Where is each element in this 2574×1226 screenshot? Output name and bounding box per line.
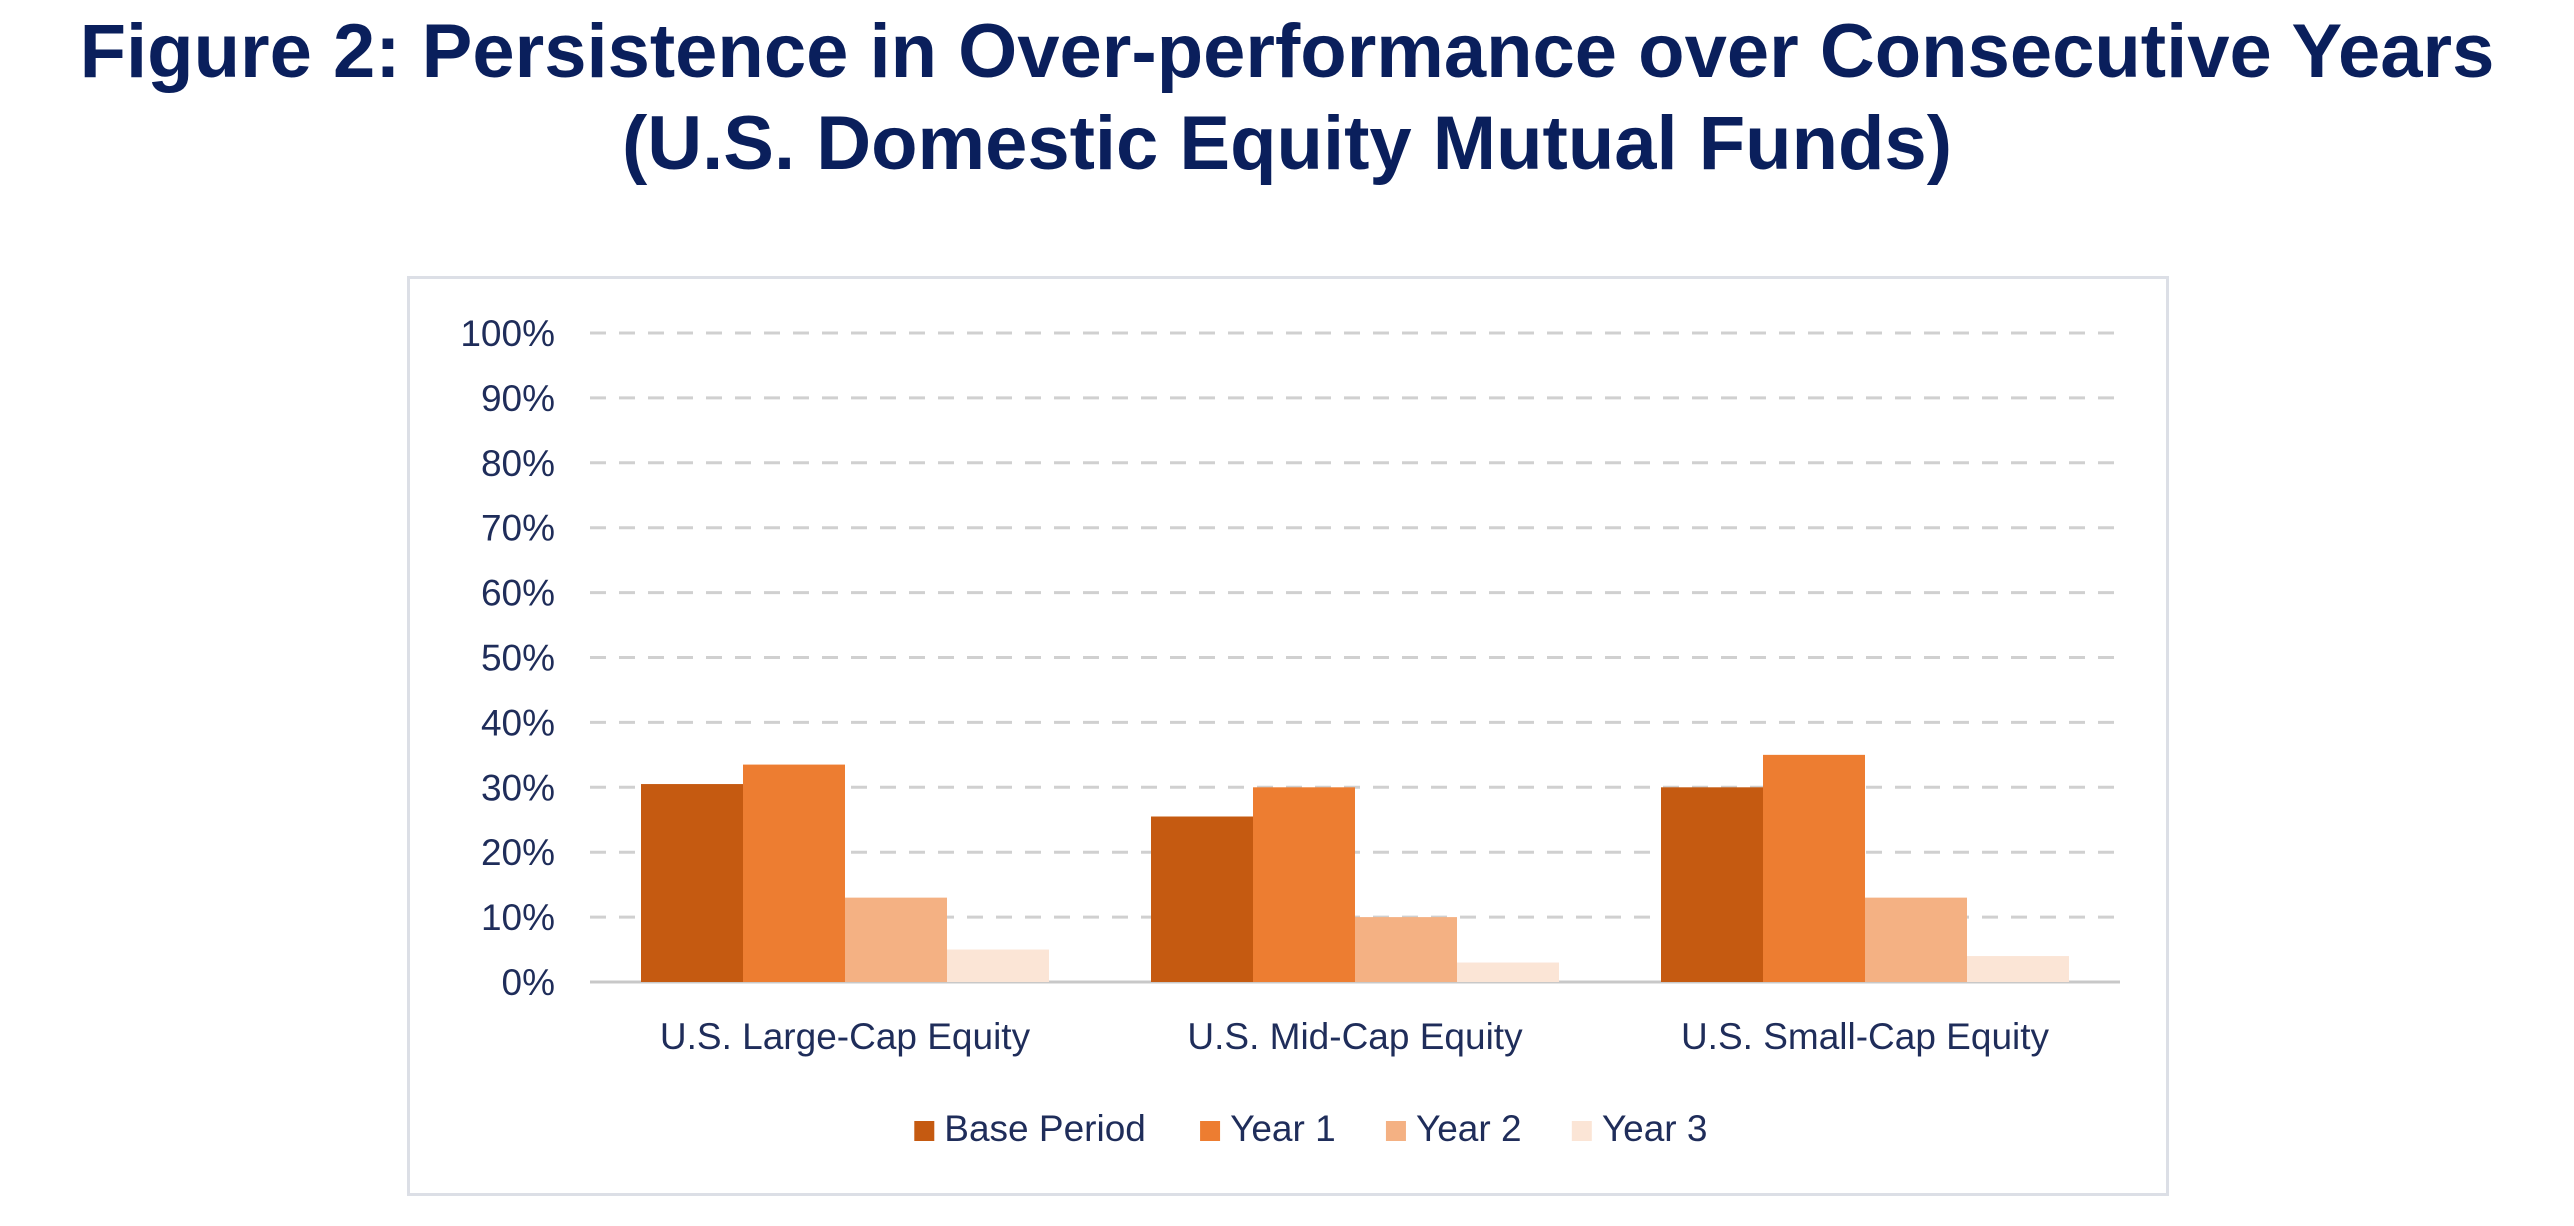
legend-label: Year 2 [1416, 1108, 1522, 1149]
y-tick-label: 0% [502, 962, 555, 1003]
y-tick-label: 60% [481, 573, 555, 614]
y-tick-label: 10% [481, 897, 555, 938]
y-tick-label: 30% [481, 767, 555, 808]
y-tick-label: 20% [481, 832, 555, 873]
legend-label: Base Period [944, 1108, 1146, 1149]
x-category-label: U.S. Mid-Cap Equity [1187, 1016, 1523, 1057]
legend-swatch [1385, 1121, 1406, 1141]
y-tick-label: 40% [481, 702, 555, 743]
y-tick-label: 50% [481, 638, 555, 679]
bar-chart: 0% 10% 20% 30% 40% 50% 60% 70% 80% 90% 100% U.S. La… [460, 313, 2120, 1149]
bar [1253, 787, 1355, 982]
y-tick-label: 80% [481, 443, 555, 484]
legend-label: Year 1 [1230, 1108, 1336, 1149]
legend-swatch [1200, 1121, 1221, 1141]
x-category-label: U.S. Large-Cap Equity [660, 1016, 1031, 1057]
bar [845, 897, 947, 982]
bar [1355, 917, 1457, 982]
figure-title: Figure 2: Persistence in Over-performanc… [0, 6, 2574, 190]
x-category-label: U.S. Small-Cap Equity [1681, 1016, 2050, 1057]
bar [947, 949, 1049, 982]
legend-swatch [914, 1121, 935, 1141]
legend-swatch [1571, 1121, 1592, 1141]
y-tick-label: 70% [481, 508, 555, 549]
bar [1151, 816, 1253, 982]
bar [1661, 787, 1763, 982]
legend-label: Year 3 [1602, 1108, 1708, 1149]
chart-frame: 0% 10% 20% 30% 40% 50% 60% 70% 80% 90% 100% U.S. La… [407, 276, 2169, 1196]
bar [1763, 754, 1865, 982]
y-tick-label: 90% [481, 378, 555, 419]
bar [743, 764, 845, 982]
bar [1457, 962, 1559, 982]
bar [1967, 956, 2069, 982]
figure-title-line-2: (U.S. Domestic Equity Mutual Funds) [621, 101, 1953, 186]
y-tick-label: 100% [460, 313, 555, 354]
bar [641, 784, 743, 982]
figure-title-line-1: Figure 2: Persistence in Over-performanc… [79, 9, 2495, 94]
bar [1865, 897, 1967, 982]
